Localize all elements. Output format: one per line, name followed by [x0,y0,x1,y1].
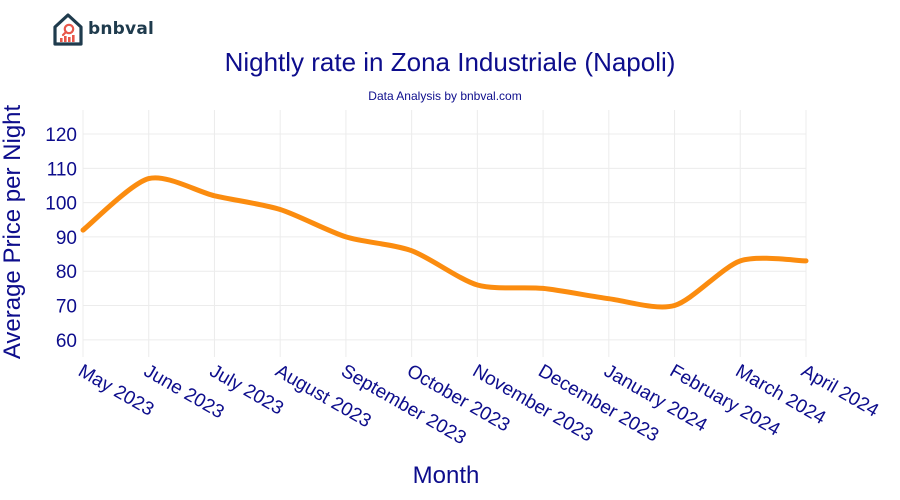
y-tick-label: 60 [56,331,77,352]
x-tick-label: February 2024 [666,361,784,441]
house-chart-icon [53,13,83,46]
y-tick-label: 120 [45,125,77,146]
y-tick-label: 90 [56,228,77,249]
y-tick-label: 110 [47,159,77,180]
y-axis-ticks: 60 70 80 90 100 110 120 [45,125,77,352]
y-axis-title: Average Price per Night [0,104,26,359]
y-tick-label: 100 [45,194,77,215]
chart-title: Nightly rate in Zona Industriale (Napoli… [225,47,676,77]
brand-name: bnbval [88,19,155,39]
chart-subtitle: Data Analysis by bnbval.com [368,89,521,103]
y-tick-label: 80 [56,262,77,283]
grid [82,110,807,357]
series-line [80,175,809,310]
brand-logo: bnbval [52,12,154,46]
y-tick-label: 70 [56,297,77,318]
x-axis-title: Month [413,462,480,489]
